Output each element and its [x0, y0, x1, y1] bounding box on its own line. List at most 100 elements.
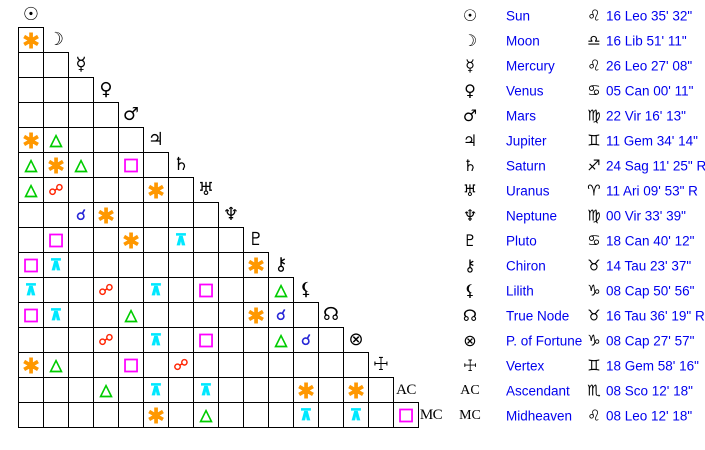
planet-row-moon: ☽ Moon ♎ 16 Lib 51' 11" — [0, 28, 705, 53]
aspect-trine-icon: △ — [74, 155, 88, 174]
aspect-cell: □ — [18, 252, 44, 278]
aspect-cell: ☍ — [168, 352, 194, 378]
aspect-cell: □ — [118, 352, 144, 378]
planet-glyph-sun: ☉ — [22, 4, 40, 25]
aspect-opposition-icon: ☍ — [48, 180, 64, 199]
aspect-trine-icon: △ — [49, 130, 63, 149]
planet-position: 11 Gem 34' 14" — [606, 132, 698, 148]
planet-row-mars: ♂ Mars ♍ 22 Vir 16' 13" — [0, 103, 705, 128]
planet-row-jupiter: ♃ Jupiter ♊ 11 Gem 34' 14" — [0, 128, 705, 153]
aspect-quincunx-icon: ⊼ — [174, 230, 188, 249]
aspect-sextile-icon: ∗ — [45, 151, 67, 179]
aspect-cell — [143, 252, 169, 278]
planet-glyph-lilith: ⚸ — [299, 279, 313, 300]
aspect-cell — [118, 402, 144, 428]
aspect-trine-icon: △ — [124, 305, 138, 324]
aspect-conjunction-icon: ☌ — [300, 330, 312, 349]
aspect-sextile-icon: ∗ — [20, 126, 42, 154]
zodiac-sign-icon: ♈ — [587, 181, 601, 199]
aspect-cell: □ — [43, 227, 69, 253]
planet-glyph-ascendant: AC — [396, 381, 416, 398]
aspect-cell: ∗ — [343, 377, 369, 403]
aspect-sextile-icon: ∗ — [20, 26, 42, 54]
aspect-cell — [68, 127, 94, 153]
aspect-conjunction-icon: ☌ — [275, 305, 287, 324]
planet-glyph-vertex: ☩ — [372, 354, 390, 375]
planet-position: 14 Tau 23' 37" — [606, 257, 692, 273]
aspect-sextile-icon: ∗ — [120, 226, 142, 254]
aspect-cell: ⊼ — [168, 227, 194, 253]
aspect-sextile-icon: ∗ — [20, 351, 42, 379]
true-node-symbol-icon: ☊ — [462, 305, 478, 325]
aspect-cell: ∗ — [18, 352, 44, 378]
planet-name: Lilith — [506, 282, 534, 298]
sun-symbol-icon: ☉ — [462, 5, 478, 25]
aspect-square-icon: □ — [122, 154, 140, 175]
zodiac-sign-icon: ♉ — [587, 306, 601, 324]
planet-glyph-pluto: ♇ — [247, 229, 265, 250]
aspect-sextile-icon: ∗ — [145, 401, 167, 429]
planet-name: Ascendant — [506, 382, 570, 398]
planet-row-chiron: ⚷ Chiron ♉ 14 Tau 23' 37" — [0, 253, 705, 278]
aspect-trine-icon: △ — [24, 155, 38, 174]
zodiac-sign-icon: ♑ — [587, 331, 601, 349]
planet-position: 22 Vir 16' 13" — [606, 107, 686, 123]
aspect-trine-icon: △ — [199, 405, 213, 424]
planet-row-pluto: ♇ Pluto ♋ 18 Can 40' 12" — [0, 228, 705, 253]
aspect-cell — [118, 252, 144, 278]
aspect-cell — [218, 227, 244, 253]
p-of-fortune-symbol-icon: ⊗ — [463, 330, 477, 350]
zodiac-sign-icon: ♎ — [587, 31, 601, 49]
planet-row-saturn: ♄ Saturn ♐ 24 Sag 11' 25" R — [0, 153, 705, 178]
planet-name: Neptune — [506, 207, 558, 223]
planet-position: 08 Leo 12' 18" — [606, 407, 693, 423]
planet-glyph-p-of-fortune: ⊗ — [348, 329, 364, 350]
aspect-cell — [118, 127, 144, 153]
planet-glyph-neptune: ♆ — [222, 204, 240, 225]
planet-position: 16 Tau 36' 19" R — [606, 307, 705, 323]
aspect-cell — [243, 352, 269, 378]
zodiac-sign-icon: ♐ — [587, 156, 601, 174]
planet-position: 16 Lib 51' 11" — [606, 32, 687, 48]
planet-row-neptune: ♆ Neptune ♍ 00 Vir 33' 39" — [0, 203, 705, 228]
zodiac-sign-icon: ♋ — [587, 231, 601, 249]
moon-symbol-icon: ☽ — [462, 30, 478, 50]
aspect-cell — [168, 402, 194, 428]
aspect-cell — [193, 252, 219, 278]
planet-name: Uranus — [506, 182, 550, 198]
planet-row-mercury: ☿ Mercury ♌ 26 Leo 27' 08" — [0, 53, 705, 78]
neptune-symbol-icon: ♆ — [462, 205, 478, 225]
planet-name: P. of Fortune — [506, 332, 583, 348]
planet-position: 16 Leo 35' 32" — [606, 7, 693, 23]
saturn-symbol-icon: ♄ — [462, 155, 478, 175]
aspect-sextile-icon: ∗ — [245, 251, 267, 279]
ascendant-symbol-icon: AC — [460, 382, 480, 398]
aspect-cell — [218, 327, 244, 353]
planet-glyph-chiron: ⚷ — [274, 254, 288, 275]
planet-position: 05 Can 00' 11" — [606, 82, 694, 98]
planet-glyph-midheaven: MC — [419, 406, 443, 423]
aspect-cell — [68, 77, 94, 103]
aspect-cell: ∗ — [143, 402, 169, 428]
aspect-sextile-icon: ∗ — [145, 176, 167, 204]
aspect-trine-icon: △ — [274, 330, 288, 349]
aspect-quincunx-icon: ⊼ — [49, 305, 63, 324]
aspect-cell: △ — [268, 327, 294, 353]
planet-name: Midheaven — [506, 407, 573, 423]
planet-position: 24 Sag 11' 25" R — [606, 157, 705, 173]
aspect-trine-icon: △ — [49, 355, 63, 374]
aspect-square-icon: □ — [197, 279, 215, 300]
aspect-trine-icon: △ — [274, 280, 288, 299]
aspect-quincunx-icon: ⊼ — [349, 405, 363, 424]
planet-glyph-mars: ♂ — [122, 104, 140, 125]
zodiac-sign-icon: ♌ — [587, 6, 601, 24]
planet-name: Mars — [506, 107, 536, 123]
planet-row-ascendant: AC Ascendant ♏ 08 Sco 12' 18" — [0, 378, 705, 403]
aspect-quincunx-icon: ⊼ — [299, 405, 313, 424]
aspect-cell: △ — [68, 152, 94, 178]
planet-name: Sun — [506, 7, 531, 23]
aspect-cell: ∗ — [243, 252, 269, 278]
midheaven-symbol-icon: MC — [459, 407, 481, 423]
